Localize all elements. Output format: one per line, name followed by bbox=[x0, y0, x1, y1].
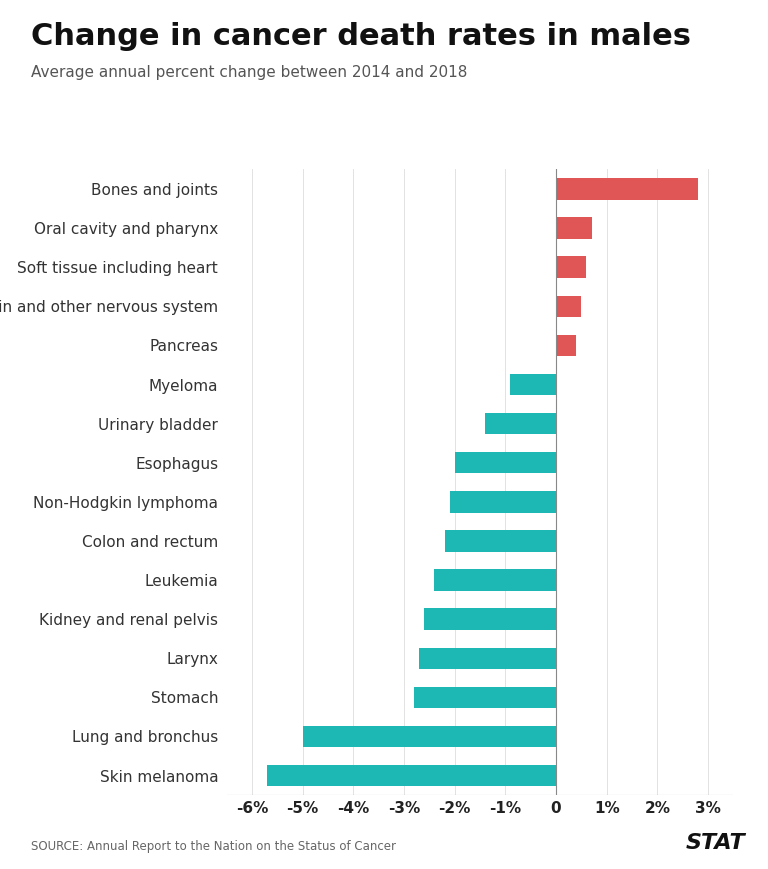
Bar bbox=[267, 765, 556, 786]
Bar bbox=[485, 413, 556, 434]
Bar bbox=[424, 608, 556, 630]
Bar bbox=[414, 687, 556, 708]
Bar bbox=[419, 647, 556, 669]
Bar bbox=[435, 569, 556, 591]
Bar bbox=[303, 726, 556, 747]
Text: Average annual percent change between 2014 and 2018: Average annual percent change between 20… bbox=[31, 65, 467, 80]
Bar bbox=[556, 217, 591, 239]
Text: SOURCE: Annual Report to the Nation on the Status of Cancer: SOURCE: Annual Report to the Nation on t… bbox=[31, 840, 396, 853]
Bar bbox=[445, 530, 556, 552]
Bar bbox=[556, 295, 581, 317]
Bar bbox=[511, 374, 556, 395]
Text: STAT: STAT bbox=[685, 833, 745, 853]
Bar bbox=[455, 452, 556, 474]
Bar bbox=[556, 335, 576, 356]
Text: Change in cancer death rates in males: Change in cancer death rates in males bbox=[31, 22, 690, 50]
Bar bbox=[449, 491, 556, 513]
Bar bbox=[556, 256, 587, 278]
Bar bbox=[556, 178, 698, 200]
